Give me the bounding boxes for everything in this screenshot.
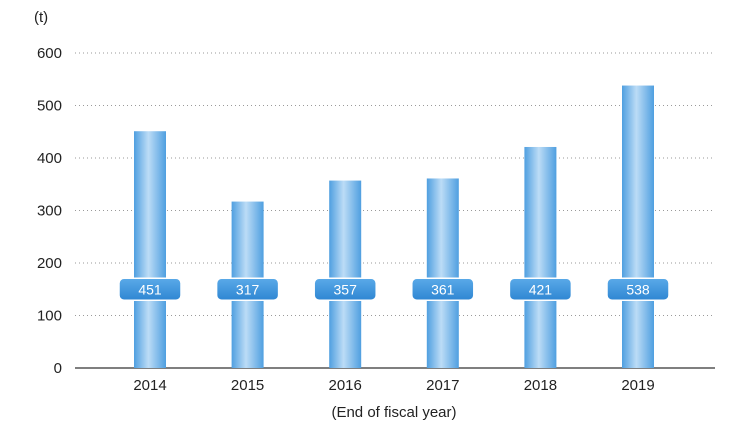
bar-2018 <box>524 146 557 368</box>
y-tick-label: 600 <box>37 45 62 62</box>
x-tick-label: 2017 <box>426 377 459 394</box>
value-badge-2017 <box>411 277 475 301</box>
value-badge-2018 <box>508 277 573 301</box>
gridlines <box>75 52 715 316</box>
x-tick-label: 2016 <box>329 377 362 394</box>
data-label-2018: 421 <box>529 281 553 297</box>
axes: 0 100 200 300 400 500 600 2014 2015 2016 2017 2018 2… <box>37 45 715 394</box>
y-tick-label: 500 <box>37 98 62 115</box>
value-badge-2015 <box>215 277 280 301</box>
x-tick-label: 2014 <box>133 377 166 394</box>
y-tick-label: 100 <box>37 308 62 325</box>
data-label-2017: 361 <box>431 281 455 297</box>
data-label-2015: 317 <box>236 281 260 297</box>
y-tick-label: 300 <box>37 203 62 220</box>
data-label-2019: 538 <box>626 281 650 297</box>
x-tick-label: 2015 <box>231 377 264 394</box>
value-badge-2016 <box>313 277 377 301</box>
y-tick-label: 0 <box>54 360 62 377</box>
value-badges: 451 317 357 361 421 538 <box>118 277 670 301</box>
y-tick-label: 400 <box>37 150 62 167</box>
value-badge-2014 <box>118 277 182 301</box>
bar-2017 <box>426 178 459 368</box>
y-unit-label: (t) <box>34 9 48 26</box>
data-label-2016: 357 <box>334 281 358 297</box>
value-badge-2019 <box>606 277 670 301</box>
x-tick-label: 2019 <box>621 377 654 394</box>
x-axis-title: (End of fiscal year) <box>331 404 456 421</box>
y-tick-label: 200 <box>37 255 62 272</box>
data-label-2014: 451 <box>138 281 162 297</box>
bar-2019 <box>622 85 654 369</box>
bar-2016 <box>329 180 362 368</box>
bar-2014 <box>134 131 166 368</box>
bars <box>134 85 654 369</box>
x-tick-label: 2018 <box>524 377 557 394</box>
